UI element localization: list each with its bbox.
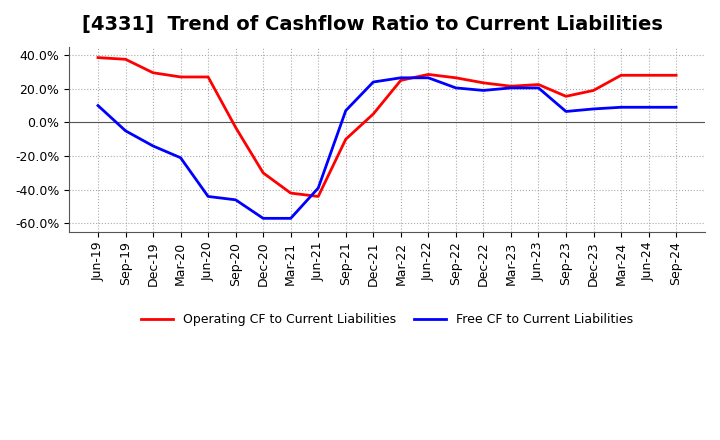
Legend: Operating CF to Current Liabilities, Free CF to Current Liabilities: Operating CF to Current Liabilities, Fre… [136,308,638,331]
Free CF to Current Liabilities [534,85,543,91]
Operating CF to Current Liabilities [176,74,185,80]
Operating CF to Current Liabilities [397,78,405,83]
Free CF to Current Liabilities [314,185,323,191]
Free CF to Current Liabilities [672,105,680,110]
Operating CF to Current Liabilities [589,88,598,93]
Operating CF to Current Liabilities [287,191,295,196]
Operating CF to Current Liabilities [369,111,377,117]
Free CF to Current Liabilities [507,85,516,91]
Operating CF to Current Liabilities [617,73,626,78]
Operating CF to Current Liabilities [204,74,212,80]
Free CF to Current Liabilities [259,216,268,221]
Free CF to Current Liabilities [121,128,130,133]
Free CF to Current Liabilities [451,85,460,91]
Operating CF to Current Liabilities [94,55,102,60]
Operating CF to Current Liabilities [314,194,323,199]
Operating CF to Current Liabilities [451,75,460,81]
Free CF to Current Liabilities [341,108,350,113]
Operating CF to Current Liabilities [149,70,158,75]
Operating CF to Current Liabilities [121,57,130,62]
Text: [4331]  Trend of Cashflow Ratio to Current Liabilities: [4331] Trend of Cashflow Ratio to Curren… [82,15,662,34]
Operating CF to Current Liabilities [562,94,570,99]
Free CF to Current Liabilities [617,105,626,110]
Free CF to Current Liabilities [176,155,185,161]
Operating CF to Current Liabilities [507,84,516,89]
Free CF to Current Liabilities [644,105,653,110]
Line: Free CF to Current Liabilities: Free CF to Current Liabilities [98,78,676,218]
Operating CF to Current Liabilities [231,125,240,130]
Operating CF to Current Liabilities [341,136,350,142]
Operating CF to Current Liabilities [424,72,433,77]
Operating CF to Current Liabilities [259,170,268,176]
Operating CF to Current Liabilities [534,82,543,87]
Free CF to Current Liabilities [479,88,487,93]
Free CF to Current Liabilities [589,106,598,112]
Free CF to Current Liabilities [149,143,158,149]
Free CF to Current Liabilities [562,109,570,114]
Line: Operating CF to Current Liabilities: Operating CF to Current Liabilities [98,58,676,197]
Free CF to Current Liabilities [94,103,102,108]
Free CF to Current Liabilities [424,75,433,81]
Operating CF to Current Liabilities [672,73,680,78]
Free CF to Current Liabilities [369,79,377,84]
Free CF to Current Liabilities [287,216,295,221]
Operating CF to Current Liabilities [644,73,653,78]
Free CF to Current Liabilities [204,194,212,199]
Operating CF to Current Liabilities [479,80,487,85]
Free CF to Current Liabilities [397,75,405,81]
Free CF to Current Liabilities [231,197,240,202]
